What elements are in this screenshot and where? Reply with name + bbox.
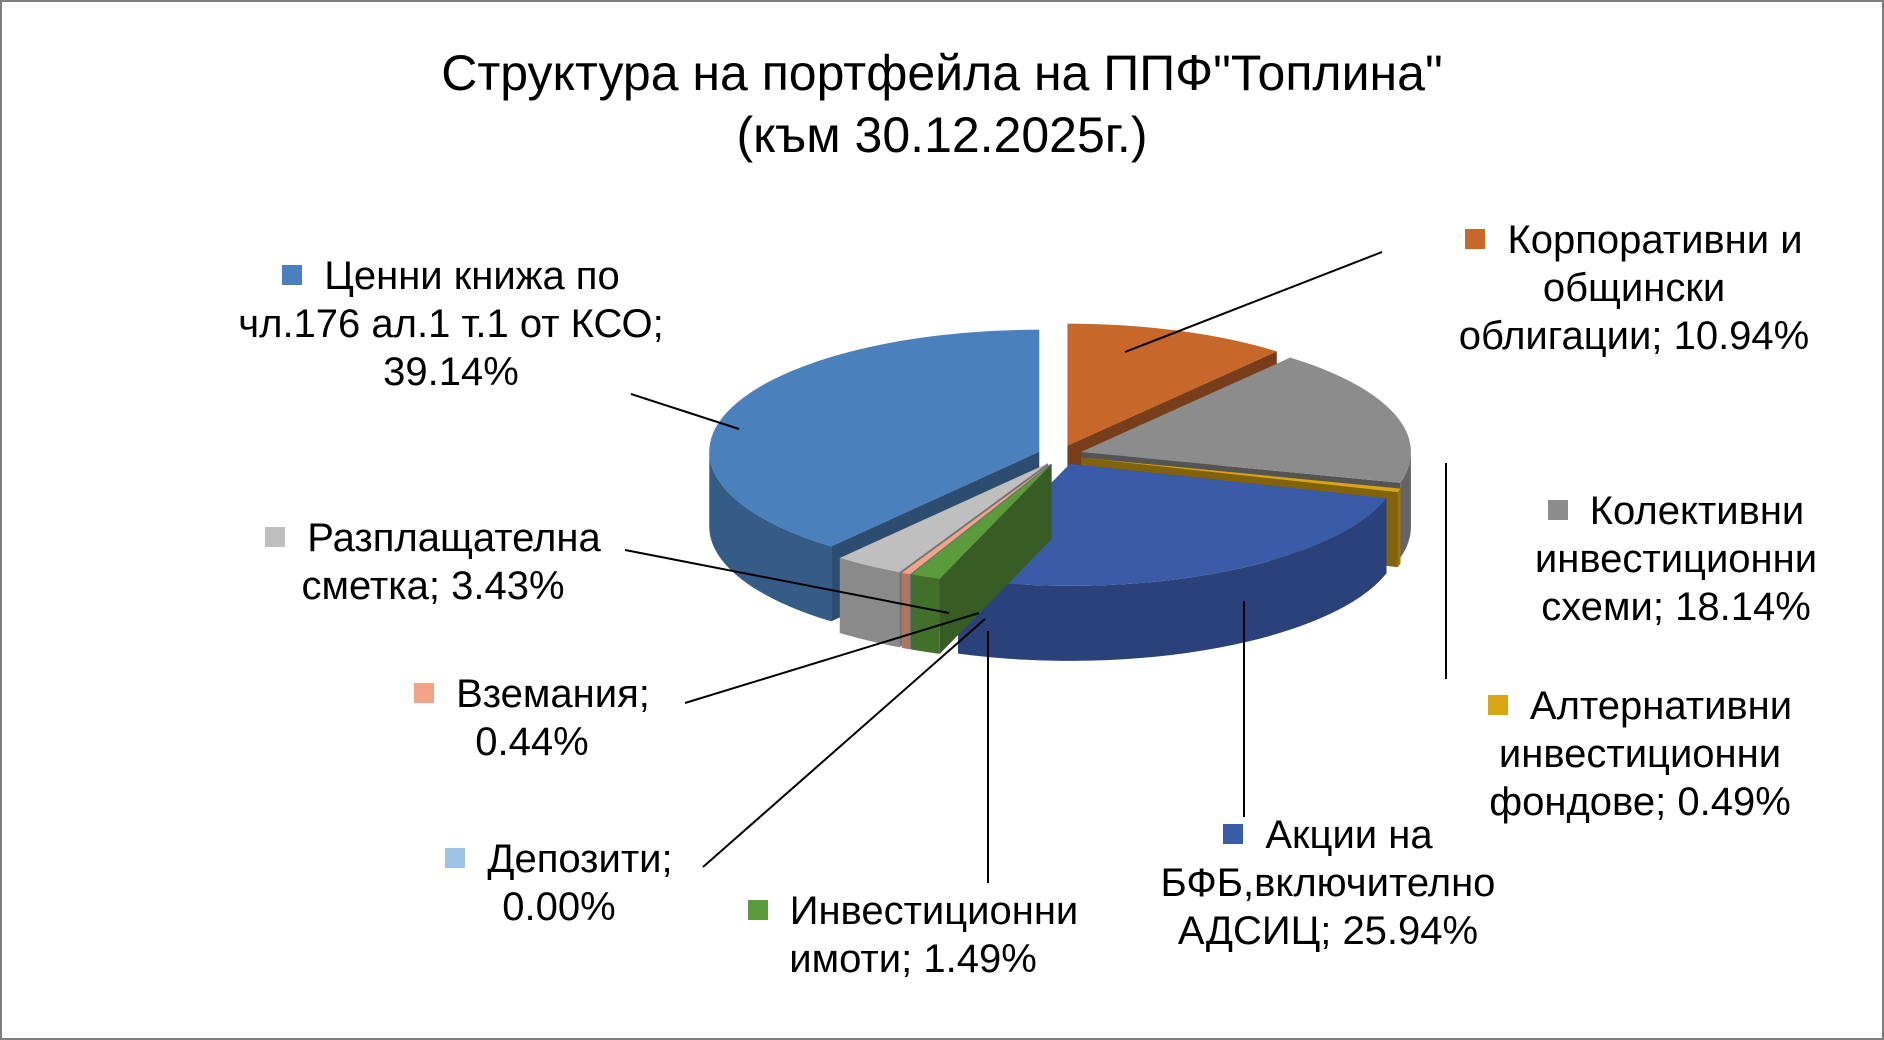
category-label: Акции на БФБ,включително АДСИЦ;: [1160, 813, 1496, 953]
value-label: 10.94%: [1673, 314, 1810, 358]
category-label: Депозити;: [487, 837, 673, 881]
value-label: 18.14%: [1675, 585, 1811, 629]
pie-slice: [1080, 357, 1411, 483]
value-label: 3.43%: [451, 564, 565, 608]
category-label: Корпоративни и общински облигации;: [1458, 218, 1803, 358]
pie-slice: [839, 463, 1049, 573]
pie-slice: [709, 329, 1040, 547]
leader-line: [630, 393, 740, 430]
data-label: Колективни инвестиционни схеми; 18.14%: [1486, 487, 1866, 631]
slice-side: [1397, 488, 1401, 568]
slice-side: [901, 572, 910, 650]
slice-group: [911, 464, 1052, 654]
value-label: 25.94%: [1342, 909, 1479, 953]
data-label: Инвестиционни имоти; 1.49%: [718, 887, 1108, 983]
category-label: Алтернативни инвестиционни фондове;: [1489, 684, 1793, 824]
legend-marker: [747, 900, 768, 920]
slice-side: [911, 574, 940, 654]
pie-slice: [1081, 457, 1401, 493]
legend-marker: [414, 683, 435, 703]
legend-marker: [1465, 229, 1486, 249]
chart-title: Структура на портфейла на ППФ"Топлина": [441, 45, 1443, 101]
category-label: Колективни инвестиционни схеми;: [1534, 489, 1818, 629]
value-label: 0.44%: [475, 720, 589, 764]
value-label: 1.49%: [923, 937, 1037, 981]
slice-group: [958, 463, 1387, 661]
pie-slice: [1067, 323, 1277, 446]
legend-marker: [265, 527, 286, 547]
category-label: Разплащателна сметка;: [301, 516, 601, 608]
leader-line: [684, 612, 980, 704]
slice-side: [911, 464, 1052, 650]
pie-slice: [911, 464, 1052, 579]
category-label: Инвестиционни имоти;: [789, 889, 1079, 981]
slice-side: [958, 498, 1387, 661]
data-label: Алтернативни инвестиционни фондове; 0.49…: [1450, 682, 1830, 826]
leader-line: [702, 618, 986, 868]
pie-slice: [901, 463, 1051, 575]
value-label: 39.14%: [383, 350, 519, 394]
value-label: 0.00%: [502, 885, 616, 929]
legend-marker: [282, 265, 303, 285]
category-label: Ценни книжа по чл.176 ал.1 т.1 от КСО;: [238, 254, 664, 346]
data-label: Акции на БФБ,включително АДСИЦ; 25.94%: [1158, 811, 1498, 955]
data-label: Депозити; 0.00%: [429, 835, 689, 931]
slice-side: [709, 451, 832, 622]
legend-marker: [445, 848, 466, 868]
slice-side: [1400, 451, 1411, 558]
legend-marker: [1487, 695, 1508, 715]
data-label: Корпоративни и общински облигации; 10.94…: [1444, 216, 1824, 360]
chart-subtitle: (към 30.12.2025г.): [736, 107, 1148, 163]
legend-marker: [1223, 824, 1244, 844]
leader-line: [1124, 251, 1383, 353]
pie-slice: [958, 463, 1387, 586]
value-label: 0.49%: [1677, 780, 1791, 824]
category-label: Вземания;: [456, 672, 650, 716]
legend-marker: [1547, 500, 1568, 520]
data-label: Вземания; 0.44%: [402, 670, 662, 766]
data-label: Ценни книжа по чл.176 ал.1 т.1 от КСО; 3…: [231, 252, 671, 396]
leader-line: [624, 549, 950, 614]
data-label: Разплащателна сметка; 3.43%: [218, 514, 648, 610]
slice-side: [839, 557, 900, 648]
